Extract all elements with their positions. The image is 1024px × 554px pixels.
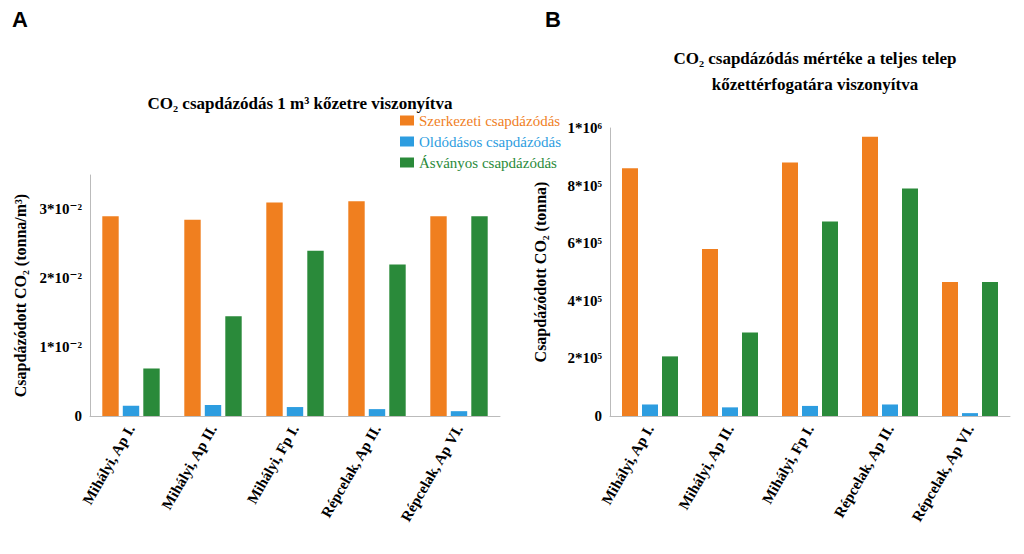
svg-text:CO₂ csapdázódás 1 m³ kőzetre v: CO₂ csapdázódás 1 m³ kőzetre viszonyítva: [147, 94, 453, 113]
svg-text:kőzettérfogatára viszonyítva: kőzettérfogatára viszonyítva: [712, 75, 919, 94]
svg-text:1*10⁶: 1*10⁶: [568, 120, 603, 136]
svg-text:Csapdázódott CO₂ (tonna/m³): Csapdázódott CO₂ (tonna/m³): [12, 194, 30, 397]
svg-text:A: A: [12, 7, 28, 32]
svg-text:Répcelak, Ap II.: Répcelak, Ap II.: [831, 422, 897, 520]
svg-text:Mihályi, Ap I.: Mihályi, Ap I.: [80, 422, 139, 507]
svg-text:Répcelak, Ap VI.: Répcelak, Ap VI.: [909, 422, 977, 524]
svg-text:1*10⁻²: 1*10⁻²: [40, 339, 83, 355]
svg-text:B: B: [545, 7, 561, 32]
svg-text:Mihályi, Ap II.: Mihályi, Ap II.: [676, 422, 737, 512]
svg-text:0: 0: [595, 408, 603, 424]
svg-text:Mihályi, Fp I.: Mihályi, Fp I.: [759, 422, 817, 507]
svg-text:2*10⁵: 2*10⁵: [568, 350, 603, 366]
svg-text:Mihályi, Ap II.: Mihályi, Ap II.: [159, 422, 220, 512]
svg-text:Ásványos csapdázódás: Ásványos csapdázódás: [419, 155, 557, 171]
svg-text:Csapdázódott CO₂ (tonna): Csapdázódott CO₂ (tonna): [532, 182, 550, 363]
svg-text:0: 0: [75, 408, 83, 424]
svg-text:Oldódásos csapdázódás: Oldódásos csapdázódás: [419, 134, 561, 150]
svg-text:4*10⁵: 4*10⁵: [568, 293, 603, 309]
svg-text:Szerkezeti csapdázódás: Szerkezeti csapdázódás: [419, 113, 560, 129]
svg-text:2*10⁻²: 2*10⁻²: [40, 270, 83, 286]
svg-text:3*10⁻²: 3*10⁻²: [40, 201, 83, 217]
svg-text:6*10⁵: 6*10⁵: [568, 235, 603, 251]
svg-text:CO₂ csapdázódás mértéke a telj: CO₂ csapdázódás mértéke a teljes telep: [673, 49, 956, 68]
svg-text:Répcelak, Ap VI.: Répcelak, Ap VI.: [398, 422, 466, 524]
svg-text:8*10⁵: 8*10⁵: [568, 178, 603, 194]
svg-text:Répcelak, Ap II.: Répcelak, Ap II.: [318, 422, 384, 520]
svg-text:Mihályi, Fp I.: Mihályi, Fp I.: [244, 422, 302, 507]
svg-text:Mihályi, Ap I.: Mihályi, Ap I.: [599, 422, 658, 507]
